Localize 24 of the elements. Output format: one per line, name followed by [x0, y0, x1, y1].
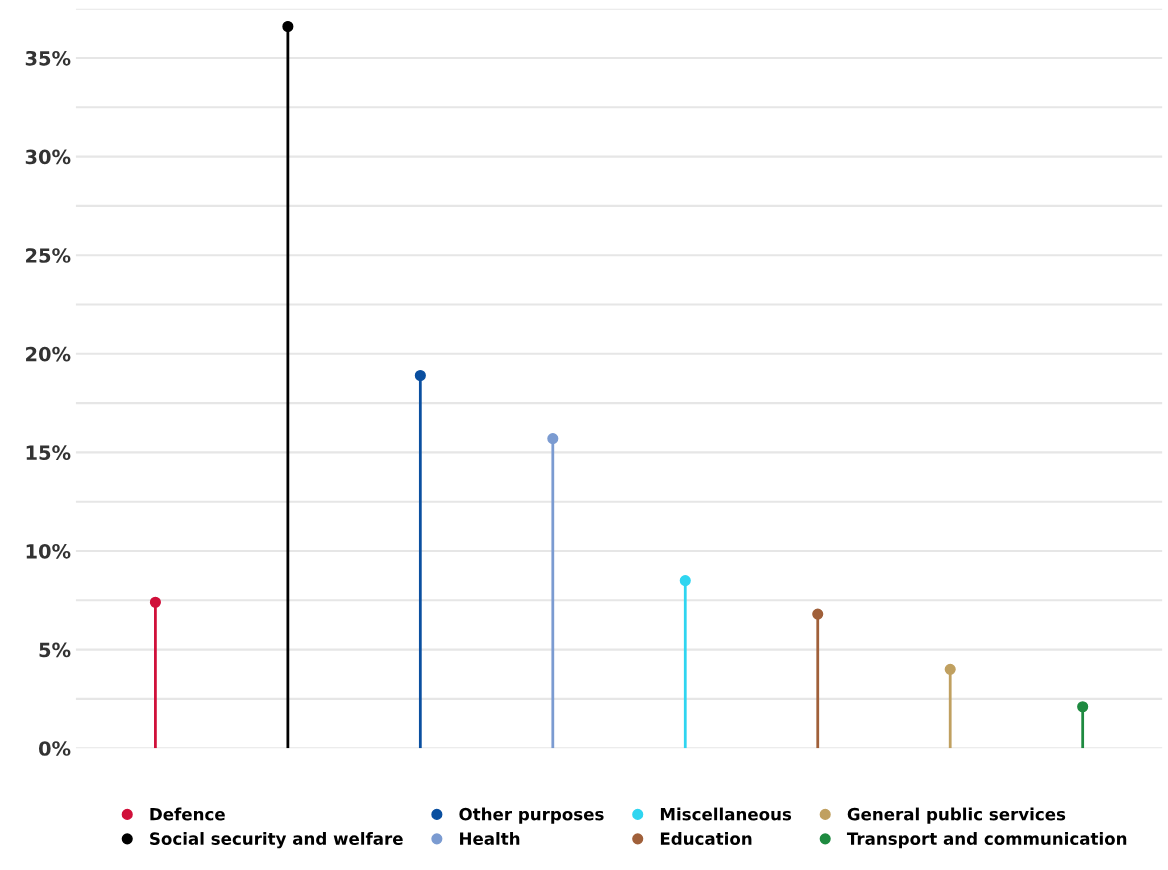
y-tick-label: 25%: [26, 248, 71, 263]
legend-label: Health: [460, 832, 520, 845]
point: [149, 596, 161, 608]
y-tick-label: 5%: [39, 642, 71, 658]
legend-label: General public services: [847, 807, 1066, 824]
legend-label: Defence: [150, 807, 225, 821]
y-tick-label: 15%: [26, 445, 71, 461]
point: [812, 608, 824, 620]
legend-label: Education: [660, 832, 752, 845]
y-tick-label: 0%: [38, 741, 71, 756]
legend-label: Social security and welfare: [150, 832, 403, 849]
y-tick-label: 35%: [25, 50, 71, 66]
point: [679, 575, 691, 587]
legend-label: Miscellaneous: [660, 807, 792, 821]
point: [547, 433, 559, 445]
y-tick-label: 30%: [25, 149, 71, 165]
point: [1077, 701, 1089, 713]
legend-label: Other purposes: [459, 807, 604, 824]
y-tick-label: 20%: [26, 346, 71, 362]
point: [414, 369, 426, 382]
point: [944, 663, 956, 675]
legend-label: Transport and communication: [846, 832, 1127, 849]
point: [282, 20, 294, 33]
y-tick-label: 10%: [26, 543, 71, 559]
